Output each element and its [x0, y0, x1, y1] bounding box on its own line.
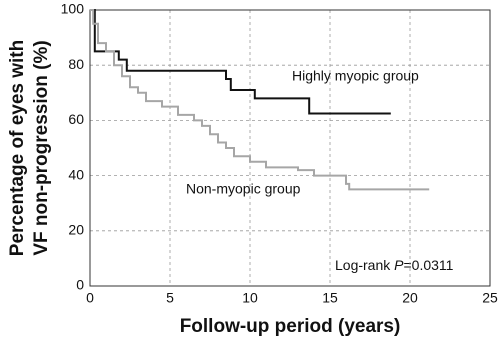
x-tick-label: 5 — [166, 290, 174, 306]
x-tick-label: 15 — [322, 290, 338, 306]
x-tick-label: 10 — [242, 290, 258, 306]
y-tick-label: 80 — [68, 56, 84, 72]
y-tick-label: 100 — [61, 1, 85, 17]
survival-line — [90, 9, 391, 115]
annotation: Log-rank P=0.0311 — [335, 257, 454, 273]
x-tick-label: 25 — [482, 290, 498, 306]
y-axis-label: VF non-progression (%) — [31, 40, 52, 255]
series-label: Non-myopic group — [186, 181, 301, 197]
y-axis-label: Percentage of eyes with — [7, 40, 28, 256]
x-tick-label: 0 — [86, 290, 94, 306]
series-label: Highly myopic group — [292, 68, 419, 84]
survival-line — [90, 9, 430, 191]
plot-frame — [89, 9, 491, 287]
y-tick-label: 20 — [68, 222, 84, 238]
y-tick-label: 60 — [68, 111, 84, 127]
y-tick-label: 0 — [76, 277, 84, 293]
x-axis-label: Follow-up period (years) — [180, 316, 401, 337]
x-tick-label: 20 — [402, 290, 418, 306]
y-tick-label: 40 — [68, 166, 84, 182]
